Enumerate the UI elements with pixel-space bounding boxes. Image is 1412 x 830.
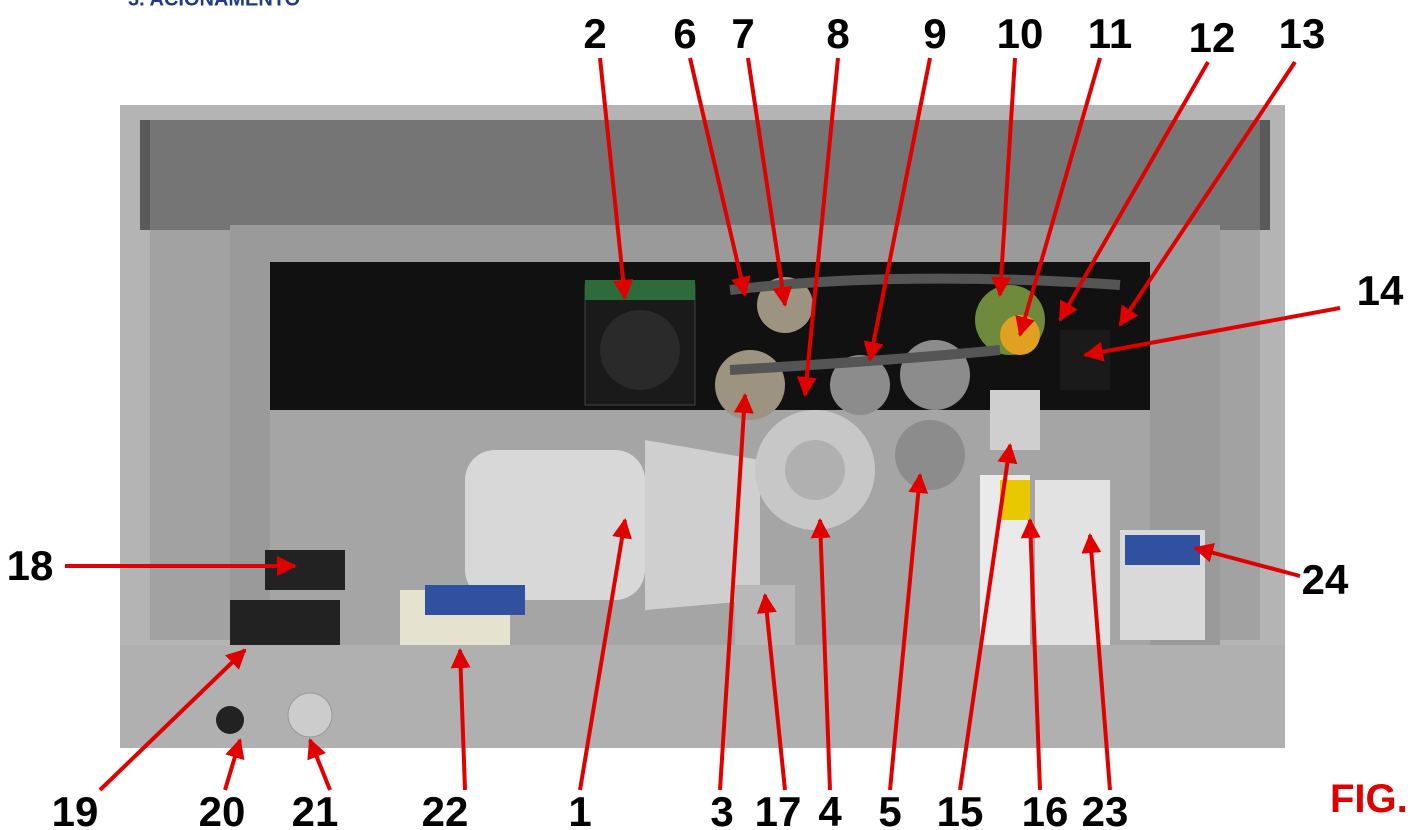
callout-label: 4 — [818, 788, 842, 830]
callout-label: 8 — [826, 10, 849, 57]
callout-arrow — [756, 593, 787, 791]
callout-label: 19 — [52, 788, 99, 830]
callout-label: 2 — [583, 10, 606, 57]
callout-label: 7 — [731, 10, 754, 57]
callout-label: 13 — [1279, 10, 1326, 57]
callout-arrow — [718, 393, 754, 791]
callout-arrow — [98, 648, 247, 792]
callout-label: 9 — [923, 10, 946, 57]
callout-arrow — [1083, 306, 1341, 362]
callout-arrow — [307, 738, 332, 791]
callout-arrow — [578, 518, 632, 791]
callout-label: 16 — [1022, 788, 1069, 830]
callout-arrow — [1015, 57, 1102, 337]
callout-label: 11 — [1088, 10, 1132, 57]
callout-arrow — [810, 518, 832, 791]
callout-arrow — [1193, 542, 1301, 578]
callout-arrow — [796, 57, 840, 397]
callout-arrow — [746, 57, 793, 307]
callout-label: 10 — [997, 10, 1044, 57]
callout-label: 22 — [422, 788, 469, 830]
callout-label: 24 — [1302, 556, 1349, 603]
callout-label: 3 — [710, 788, 733, 830]
callout-arrow — [958, 443, 1018, 791]
callout-label: 14 — [1357, 267, 1404, 314]
section-header: 3. ACIONAMENTO — [128, 0, 300, 10]
callout-label: 23 — [1082, 788, 1129, 830]
callout-arrow — [1058, 61, 1210, 322]
callout-arrow — [863, 57, 932, 362]
callout-label: 5 — [878, 788, 901, 830]
callout-label: 20 — [199, 788, 246, 830]
callout-label: 21 — [292, 788, 339, 830]
callout-arrow — [450, 648, 471, 791]
callout-label: 12 — [1189, 14, 1236, 61]
callout-arrow — [1081, 533, 1112, 791]
callout-label: 6 — [673, 10, 696, 57]
callout-label: 1 — [568, 788, 591, 830]
callout-arrow — [598, 57, 634, 300]
callout-arrow — [991, 57, 1017, 297]
figure-caption: FIG. 2 — [1330, 777, 1412, 821]
callout-label: 17 — [755, 788, 802, 830]
photo — [120, 105, 1285, 748]
callout-label: 15 — [937, 788, 984, 830]
callout-arrow — [688, 57, 751, 297]
callout-arrow — [888, 473, 929, 791]
callout-arrow — [1118, 60, 1297, 327]
callout-arrow — [223, 738, 245, 791]
callout-arrow — [1020, 518, 1042, 791]
callout-label: 18 — [7, 542, 54, 589]
